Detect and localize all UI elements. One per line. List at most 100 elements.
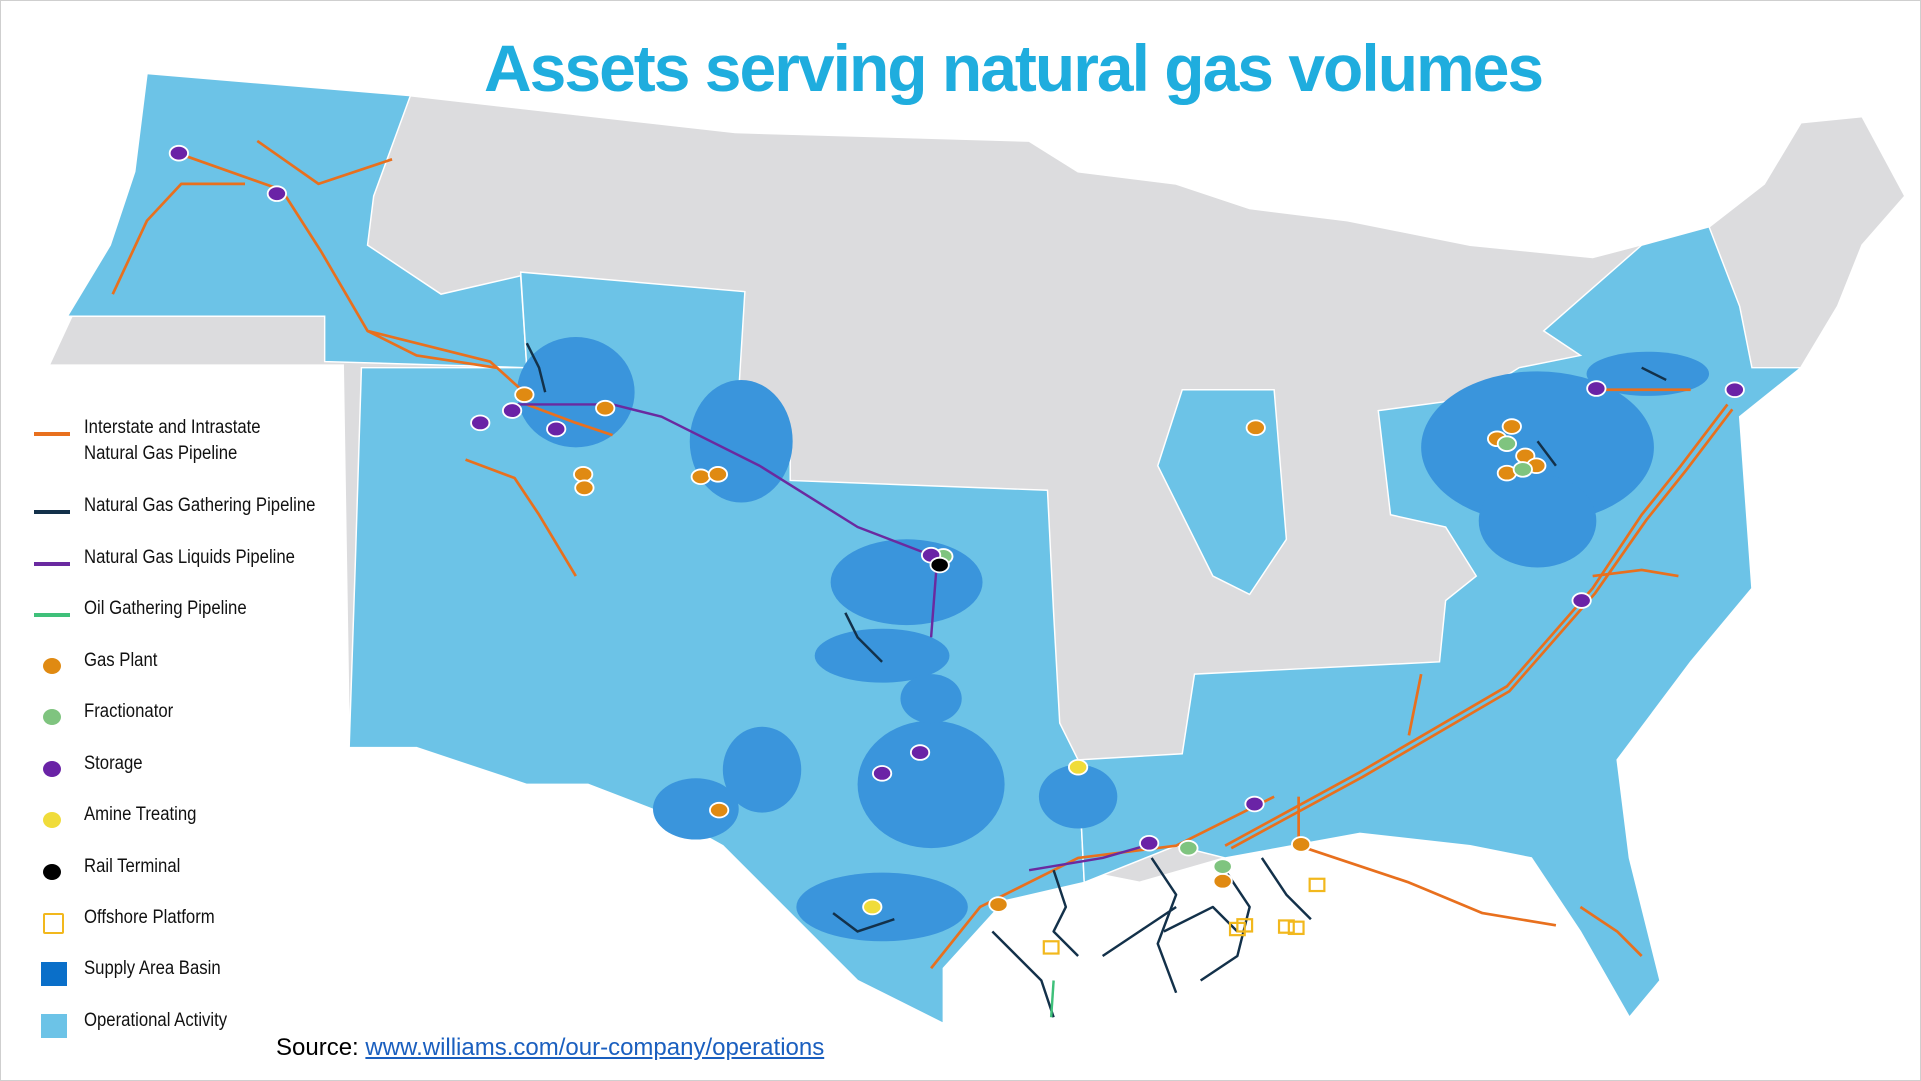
legend-item-interstate-and-intrastate-natural-gas-pipeline: Interstate and Intrastate Natural Gas Pip… <box>2 415 342 464</box>
basin-area <box>1038 764 1118 829</box>
offshore-platform-marker <box>1236 918 1254 933</box>
legend-item-rail-terminal: Rail Terminal <box>2 854 342 894</box>
storage-marker <box>168 144 189 162</box>
natural-gas-pipeline <box>526 403 613 437</box>
gas-plant-marker <box>988 896 1009 913</box>
offshore-platform-marker <box>1042 940 1060 955</box>
gas-plant-marker <box>1245 419 1266 437</box>
basin-area <box>652 778 739 840</box>
gas-plant-marker <box>574 479 595 497</box>
legend-label: Offshore Platform <box>84 907 215 928</box>
legend-item-natural-gas-gathering-pipeline: Natural Gas Gathering Pipeline <box>2 493 342 533</box>
offshore-platform-marker <box>1308 877 1326 893</box>
gathering-pipeline <box>1150 857 1178 994</box>
rail-terminal-marker <box>929 556 950 574</box>
natural-gas-pipeline <box>1224 403 1729 847</box>
natural-gas-pipeline <box>111 182 246 295</box>
legend-line-icon <box>34 561 70 566</box>
legend-item-supply-area-basin: Supply Area Basin <box>2 956 342 996</box>
gas-plant-marker <box>1501 418 1522 435</box>
legend-label: Natural Gas Gathering Pipeline <box>84 495 316 517</box>
legend-label: Supply Area Basin <box>84 958 221 980</box>
page-title: Assets serving natural gas volumes <box>484 31 1544 105</box>
legend-item-amine-treating: Amine Treating <box>2 802 342 842</box>
legend-line-icon <box>34 510 70 515</box>
gas-plant-marker <box>1290 836 1312 853</box>
storage-marker <box>1724 381 1745 399</box>
amine-treating-marker <box>862 898 883 916</box>
source-citation: Source: www.williams.com/our-company/ope… <box>276 1034 824 1062</box>
natural-gas-pipeline <box>1579 905 1643 957</box>
legend-dot-icon <box>43 657 61 674</box>
legend-square-icon <box>41 1013 67 1038</box>
storage-marker <box>1571 592 1592 609</box>
source-label: Source: <box>276 1034 366 1061</box>
legend-item-fractionator: Fractionator <box>2 699 342 739</box>
legend-item-storage: Storage <box>2 751 342 791</box>
natural-gas-pipeline <box>1230 408 1734 850</box>
legend-label: Rail Terminal <box>84 855 181 877</box>
basin-area <box>1421 371 1654 524</box>
natural-gas-pipeline <box>366 329 497 370</box>
gathering-pipeline <box>1052 869 1079 957</box>
storage-marker <box>1586 380 1607 397</box>
natural-gas-pipeline <box>465 458 577 577</box>
amine-treating-marker <box>1068 758 1089 776</box>
gathering-pipeline <box>1101 905 1177 958</box>
storage-marker <box>501 402 523 419</box>
legend-label: Natural Gas Pipeline <box>84 443 238 464</box>
basin-area <box>517 337 635 448</box>
fractionator-marker <box>1496 435 1518 452</box>
gathering-pipeline <box>525 342 547 393</box>
fractionator-marker <box>1178 839 1199 857</box>
legend-item-gas-plant: Gas Plant <box>2 648 342 688</box>
storage-marker <box>546 420 567 438</box>
offshore-platform-marker <box>1277 919 1295 934</box>
legend-line-icon <box>34 432 70 436</box>
basin-area <box>900 674 962 724</box>
gathering-pipeline <box>1641 366 1667 382</box>
gas-plant-marker <box>595 399 616 417</box>
illinois <box>1156 389 1288 596</box>
legend-dot-icon <box>43 709 61 726</box>
storage-marker <box>1244 795 1265 813</box>
legend-label: Amine Treating <box>84 804 197 826</box>
legend-label: Interstate and Intrastate Natural Gas Pip… <box>84 415 261 467</box>
asset-markers <box>168 144 1745 955</box>
legend-item-oil-gathering-pipeline: Oil Gathering Pipeline <box>2 596 342 636</box>
fractionator-marker <box>1212 858 1233 875</box>
legend-dot-icon <box>43 812 61 829</box>
gathering-pipeline <box>1536 440 1557 467</box>
gas-plant-marker <box>514 386 535 403</box>
source-link[interactable]: www.williams.com/our-company/operations <box>365 1034 825 1061</box>
legend-label: Storage <box>84 752 143 774</box>
legend-item-offshore-platform: Offshore Platform <box>2 905 342 945</box>
legend-open-square-icon <box>43 913 64 934</box>
storage-marker <box>470 414 491 432</box>
gas-plant-marker <box>709 801 730 819</box>
basin-area <box>857 720 1005 849</box>
natural-gas-pipeline <box>1298 844 1557 927</box>
legend-dot-icon <box>43 863 61 880</box>
gathering-pipeline <box>832 912 895 933</box>
legend-item-natural-gas-liquids-pipeline: Natural Gas Liquids Pipeline <box>2 545 342 585</box>
natural-gas-pipeline <box>930 795 1275 970</box>
offshore-platform-marker <box>1287 920 1305 936</box>
map-legend: Interstate and Intrastate Natural Gas Pip… <box>2 366 342 1079</box>
legend-item-operational-activity: Operational Activity <box>2 1008 342 1048</box>
natural-gas-pipeline <box>256 139 393 186</box>
oil-gathering-pipeline <box>1049 980 1055 1018</box>
legend-label: Natural Gas Liquids Pipeline <box>84 546 295 568</box>
basin-area <box>1586 351 1710 396</box>
basin-area <box>1478 474 1597 568</box>
gathering-pipeline <box>844 612 883 663</box>
storage-marker <box>909 744 931 761</box>
legend-label: Oil Gathering Pipeline <box>84 598 247 620</box>
legend-line-icon <box>34 613 70 618</box>
ngl-pipeline <box>1028 844 1146 872</box>
gathering-pipeline <box>991 930 1055 1018</box>
fractionator-marker <box>1512 461 1533 478</box>
legend-label: Operational Activity <box>84 1009 228 1031</box>
storage-marker <box>871 765 893 782</box>
